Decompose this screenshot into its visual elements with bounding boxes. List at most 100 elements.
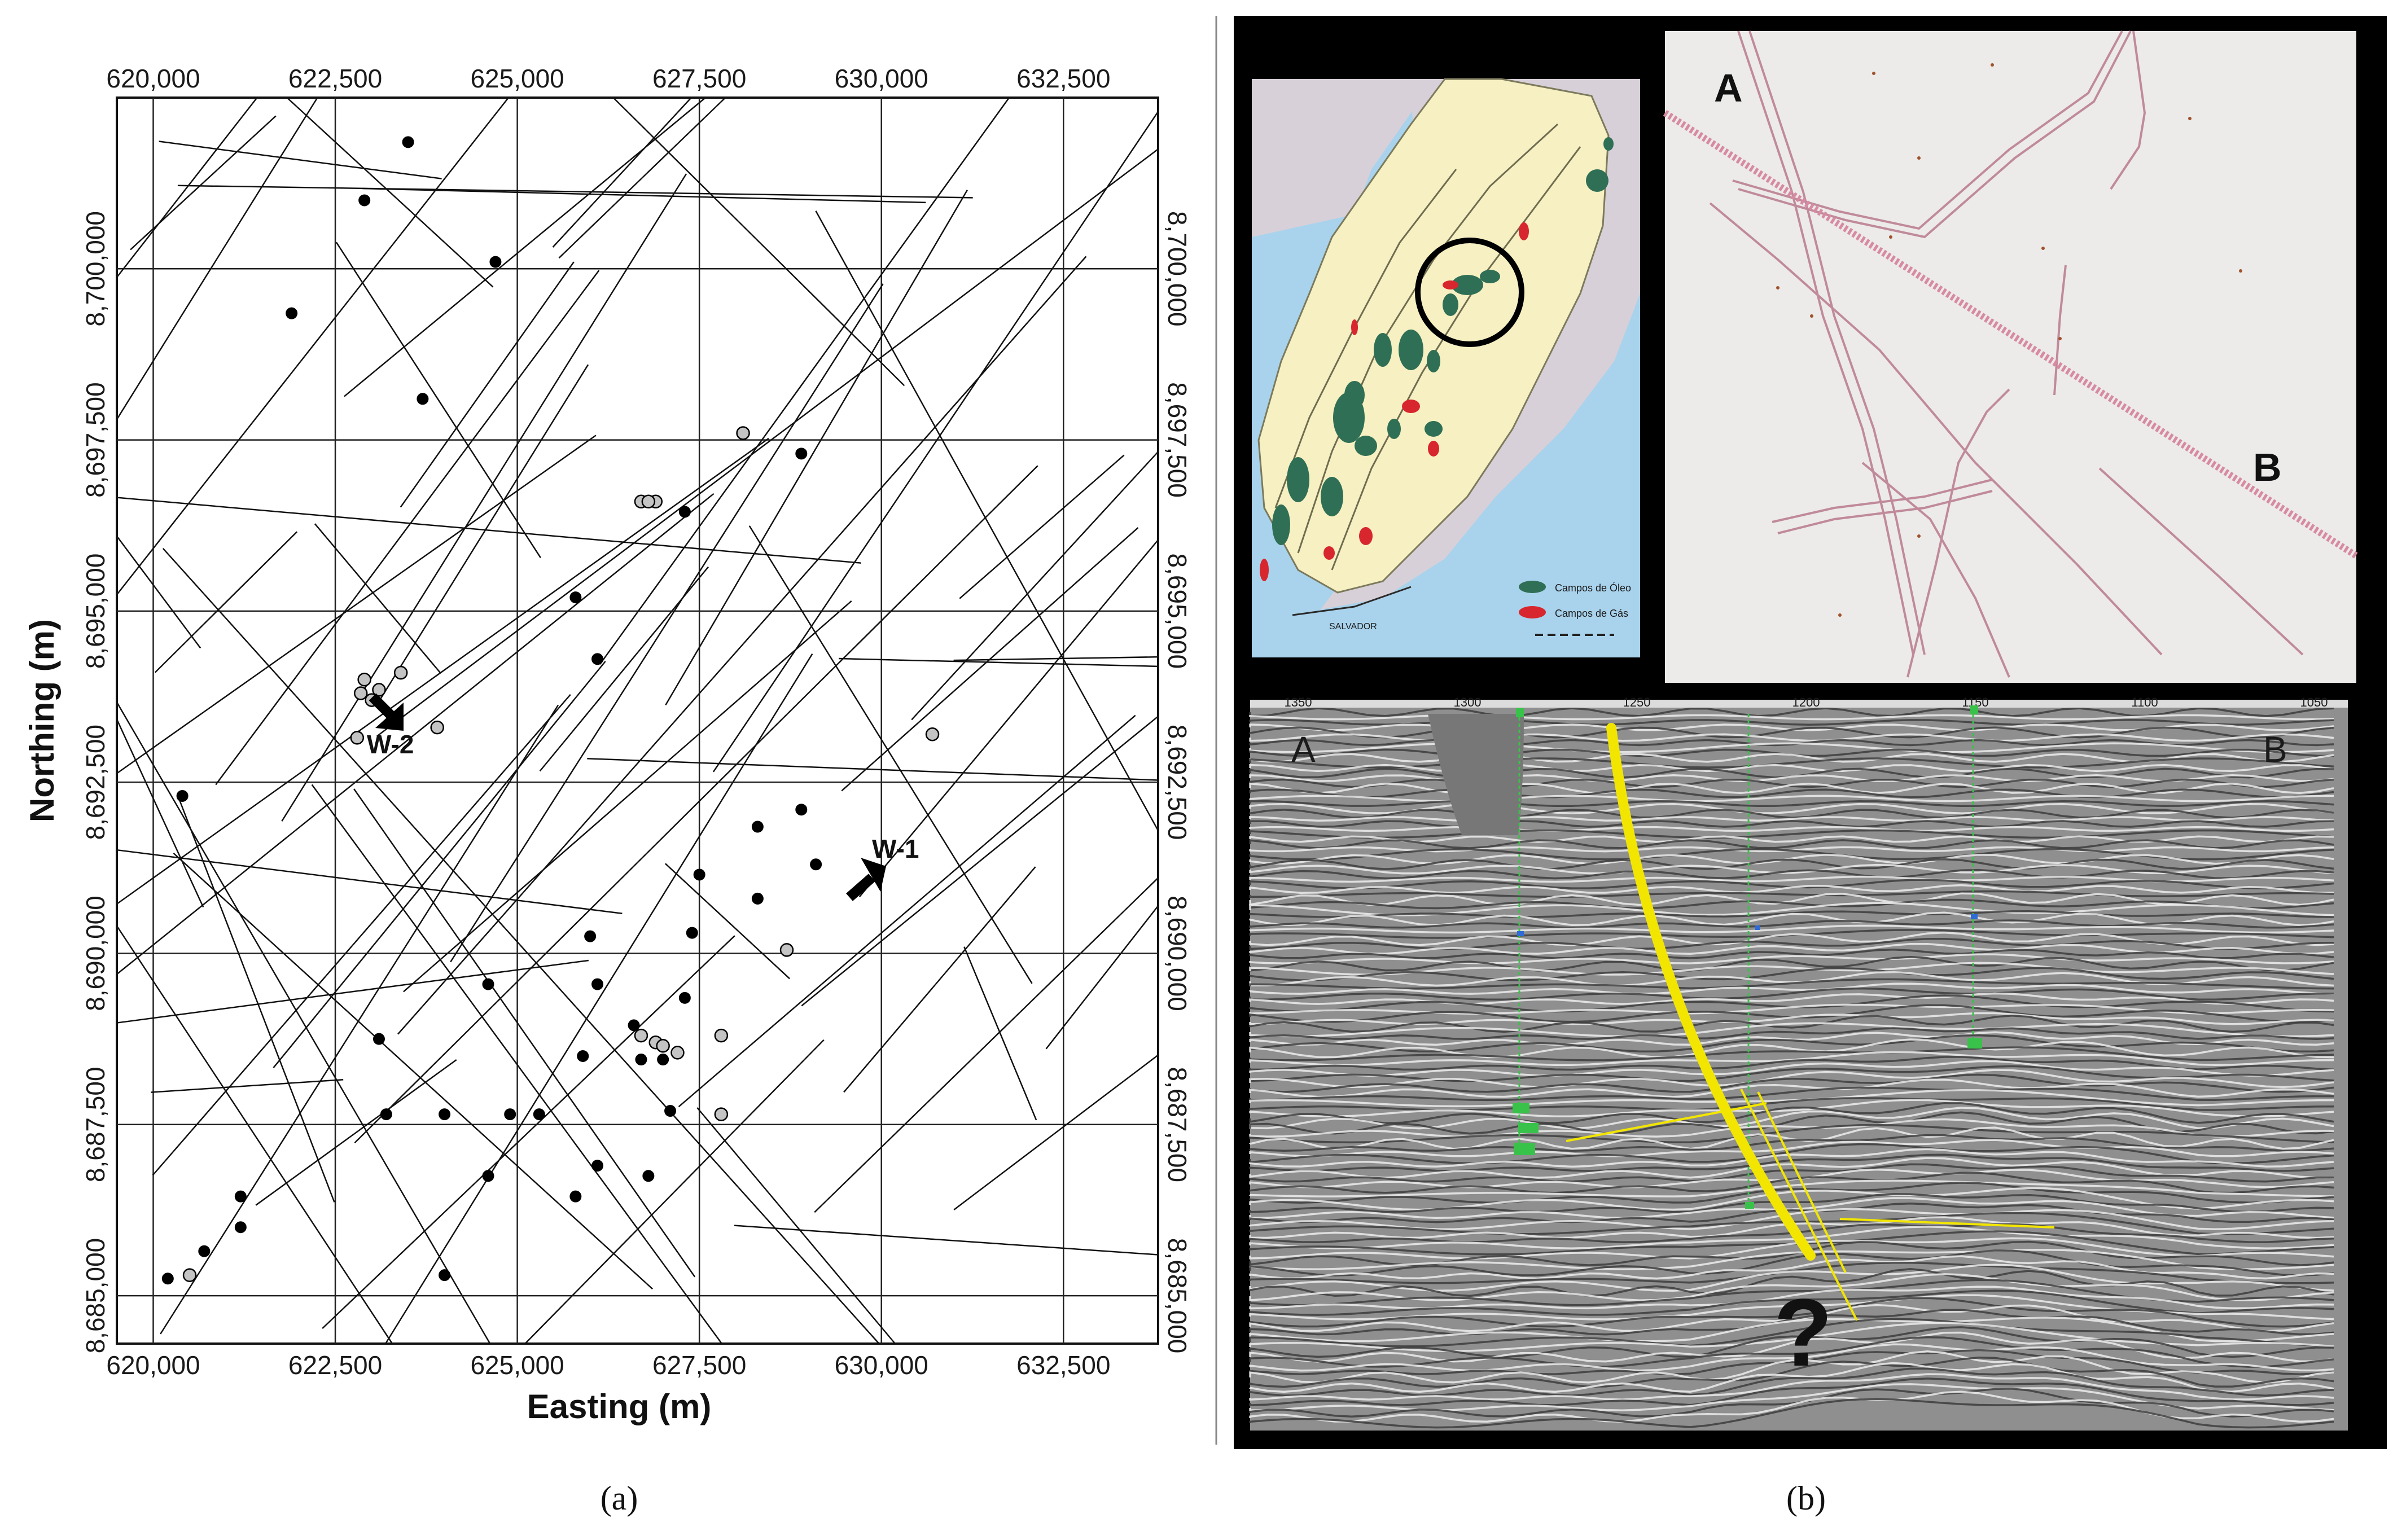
reflector	[1249, 1153, 2334, 1172]
reflector	[1249, 815, 2334, 822]
w1-arrow-icon	[846, 858, 886, 901]
black-well-point	[693, 868, 705, 881]
survey-line	[953, 656, 1159, 661]
reflector	[1249, 1398, 2334, 1429]
reflector	[1249, 1343, 2334, 1372]
well-points	[161, 136, 940, 1285]
seismic-top-ticks: 1350 1300 1250 1200 1150 1100 1050	[1285, 695, 2328, 709]
seismic-top-scale	[1250, 700, 2348, 708]
grey-well-point	[670, 1046, 685, 1060]
reflector	[1249, 1318, 2334, 1348]
reflector	[1249, 820, 2334, 828]
y-tick-label-right: 8,695,000	[1163, 554, 1192, 669]
black-well-point	[635, 1054, 647, 1066]
reflector	[1249, 739, 2334, 747]
reflector	[1249, 1172, 2334, 1194]
reflector	[1249, 733, 2334, 742]
reflector	[1249, 1004, 2334, 1023]
black-well-point	[439, 1269, 451, 1282]
survey-line	[154, 531, 298, 673]
x-tick-label-bottom: 632,500	[1016, 1350, 1110, 1380]
reflector	[1249, 1367, 2334, 1397]
y-tick-label-left: 8,700,000	[81, 211, 110, 327]
x-axis-label: Easting (m)	[527, 1388, 712, 1425]
survey-line	[801, 716, 1159, 1007]
y-tick-label-right: 8,687,500	[1163, 1067, 1192, 1182]
reflector	[1249, 1034, 2334, 1053]
survey-line	[273, 661, 606, 1069]
black-well-point	[439, 1108, 451, 1121]
reflector	[1249, 800, 2334, 808]
survey-line	[539, 566, 709, 772]
survey-line	[116, 97, 509, 595]
survey-line	[177, 185, 973, 199]
reflector	[1249, 992, 2334, 1005]
survey-line	[116, 435, 597, 774]
w1-label: W-1	[872, 834, 919, 863]
black-well-point	[591, 978, 604, 990]
reflector	[1249, 924, 2334, 934]
y-tick-label-left: 8,697,500	[81, 382, 110, 498]
fault-lines	[116, 97, 1159, 1344]
survey-line	[815, 210, 1159, 831]
y-tick-label-left: 8,687,500	[81, 1067, 110, 1182]
survey-line	[159, 141, 442, 179]
y-axis-label: Northing (m)	[23, 619, 61, 822]
black-well-point	[664, 1105, 677, 1117]
reflector	[1249, 978, 2334, 990]
black-well-point	[657, 1054, 669, 1066]
survey-line	[587, 758, 1159, 781]
survey-line	[160, 704, 559, 1335]
reflector	[1249, 1139, 2334, 1157]
black-well-point	[533, 1108, 545, 1121]
grey-well-point	[430, 720, 444, 735]
axis-ticks: 620,000 620,000 622,500 622,500 625,000 625,0…	[81, 64, 1192, 1380]
reflector	[1249, 1223, 2334, 1244]
reflector	[1249, 1336, 2334, 1368]
reflector	[1249, 1322, 2334, 1352]
black-well-point	[482, 978, 494, 990]
inset-location-map: SALVADOR Campos de Óleo Campos de Gás	[1252, 78, 1640, 657]
city-label: SALVADOR	[1329, 622, 1377, 631]
reflector	[1249, 1357, 2334, 1388]
reflector	[1249, 987, 2334, 1001]
black-well-point	[628, 1019, 640, 1032]
survey-line	[215, 270, 600, 786]
reflector	[1249, 902, 2334, 916]
survey-line	[354, 465, 1038, 1144]
black-well-point	[234, 1190, 247, 1203]
y-tick-label-right: 8,700,000	[1163, 211, 1192, 327]
plot-frame	[116, 96, 1159, 1345]
survey-line	[814, 877, 1159, 1213]
x-tick-label-top: 632,500	[1016, 64, 1110, 93]
seismic-reflectors	[1249, 707, 2334, 1429]
black-well-point	[678, 991, 691, 1004]
grey-well-point	[634, 1028, 648, 1043]
survey-line	[177, 797, 335, 1203]
survey-line	[322, 935, 735, 1330]
black-well-point	[489, 256, 502, 268]
survey-line	[116, 719, 204, 908]
reflector	[1249, 1289, 2334, 1316]
grey-well-point	[353, 686, 368, 700]
survey-line	[696, 1107, 896, 1344]
survey-line	[116, 97, 258, 278]
reflector	[1249, 1056, 2334, 1071]
reflector	[1249, 1124, 2334, 1144]
survey-line	[664, 863, 790, 980]
reflector	[1249, 1331, 2334, 1363]
survey-line	[959, 454, 1125, 599]
survey-line	[858, 539, 1159, 898]
black-well-point	[751, 892, 764, 905]
black-well-point	[372, 1033, 385, 1045]
reflector	[1249, 1193, 2334, 1213]
survey-line	[552, 97, 692, 248]
survey-line	[353, 788, 696, 1278]
reflector	[1249, 1388, 2334, 1418]
grey-well-point	[779, 943, 794, 957]
reflector	[1249, 1143, 2334, 1165]
study-area-circle	[1415, 238, 1524, 347]
reflector	[1249, 1179, 2334, 1197]
legend-oil-swatch	[1519, 581, 1546, 593]
black-well-point	[678, 506, 691, 518]
